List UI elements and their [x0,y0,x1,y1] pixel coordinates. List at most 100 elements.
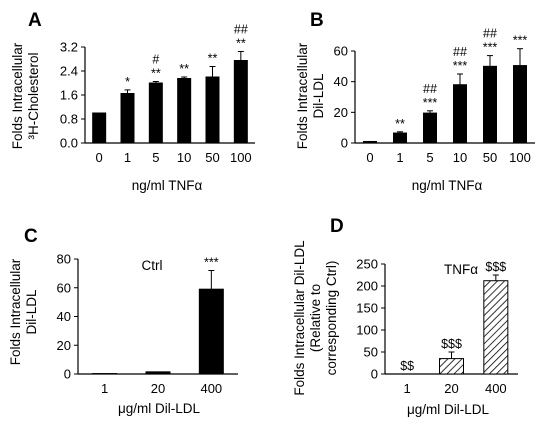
significance-label: ** [236,37,246,51]
y-tick-label: 80 [57,252,71,267]
x-tick-label: 400 [485,381,507,396]
bar [198,288,224,375]
significance-label: *** [423,96,438,110]
y-tick-label: 0 [371,367,378,382]
y-tick-label: 0.8 [60,112,78,127]
panel-label: D [330,216,344,237]
panel-d: D Folds Intracellular Dil-LDL (Relative … [292,216,518,417]
y-tick-label: 50 [364,345,378,360]
significance-label: $$$ [485,260,506,274]
x-axis-title: ng/ml TNFα [132,178,203,193]
bar [233,60,248,144]
x-tick-label: 1 [404,381,411,396]
y-tick-label: 40 [57,309,71,324]
y-tick-label: 0 [64,367,71,382]
bar [92,112,107,144]
y-axis-title-line-3: corresponding Ctrl) [324,261,339,376]
panel-label: B [310,10,324,31]
bars: $$$$$$$$ [400,260,509,375]
significance-label: $$$ [441,337,462,351]
x-tick-label: 100 [509,150,531,165]
y-axis-title-line-2: ³H-Cholesterol [26,52,41,139]
y-tick-label: 100 [356,323,378,338]
significance-label: *** [204,256,219,270]
y-tick-label: 40 [334,74,348,89]
y-tick-label: 250 [356,257,378,272]
significance-label: ** [395,117,405,131]
y-axis-title-line-1: Folds Intracellular Dil-LDL [292,240,307,396]
significance-label: ** [179,62,189,76]
x-tick-label: 100 [230,150,252,165]
panel-label: A [28,10,42,31]
x-tick-label: 0 [366,150,373,165]
panel-label: C [24,226,38,247]
x-tick-label: 50 [205,150,219,165]
bar [513,65,527,144]
axes: 0 50 100 150 200 250 1 20 400 [356,257,518,396]
y-axis-title-line-1: Folds Intracellular [8,258,23,365]
y-tick-label: 20 [57,338,71,353]
x-axis-title: μg/ml Dil-LDL [118,401,201,416]
axes: 0 20 40 60 0 1 5 10 50 100 [334,44,535,165]
significance-label-secondary: ## [423,82,437,96]
panel-b: B Folds Intracellular Dil-LDL 0 20 40 60 0 1 5… [295,10,535,193]
bars: *** [92,256,224,375]
bar [145,371,171,375]
bar [423,112,437,144]
significance-label: ** [151,67,161,81]
axes: 0.0 0.8 1.6 2.4 3.2 0 1 5 10 50 100 [60,40,255,165]
y-axis-title-line-2: Dil-LDL [311,73,326,119]
bar [483,280,509,375]
y-tick-label: 0.0 [60,136,78,151]
x-tick-label: 1 [101,381,108,396]
y-tick-label: 1.6 [60,88,78,103]
x-tick-label: 400 [200,381,222,396]
x-tick-label: 5 [152,150,159,165]
y-axis-title-line-2: (Relative to [308,284,323,352]
bar [363,140,377,144]
y-axis-title-line-1: Folds Intracellular [295,42,310,149]
significance-label: *** [513,34,528,48]
significance-label-secondary: # [152,53,159,67]
significance-label: $$ [400,359,414,373]
bar [453,84,467,144]
x-tick-label: 10 [177,150,191,165]
bar [120,93,135,144]
annotation-tnfa: TNFα [444,262,478,277]
y-tick-label: 3.2 [60,40,78,55]
bars: *****##***## ***##*** [363,27,528,144]
significance-label: *** [453,59,468,73]
y-tick-label: 60 [334,44,348,59]
y-tick-label: 0 [341,136,348,151]
x-tick-label: 0 [96,150,103,165]
significance-label: *** [483,41,498,55]
x-tick-label: 20 [151,381,165,396]
x-tick-label: 20 [444,381,458,396]
y-tick-label: 60 [57,280,71,295]
significance-label-secondary: ## [234,23,248,37]
bar [205,76,220,144]
panel-a: A Folds Intracellular ³H-Cholesterol 0.0… [10,10,255,193]
x-axis-title: μg/ml Dil-LDL [407,402,490,417]
significance-label: * [125,75,130,89]
x-tick-label: 1 [396,150,403,165]
annotation-ctrl: Ctrl [142,258,163,273]
y-axis-title-line-1: Folds Intracellular [10,42,25,149]
significance-label-secondary: ## [453,45,467,59]
y-tick-label: 20 [334,105,348,120]
bar [483,65,497,144]
significance-label: ** [208,52,218,66]
y-tick-label: 2.4 [60,64,78,79]
x-tick-label: 50 [483,150,497,165]
x-tick-label: 5 [426,150,433,165]
x-axis-title: ng/ml TNFα [412,178,483,193]
bar [393,132,407,144]
significance-label-secondary: ## [483,27,497,41]
x-tick-label: 10 [453,150,467,165]
bar [148,82,163,144]
bar [439,358,464,375]
bars: ***#******## [92,23,248,144]
y-tick-label: 200 [356,279,378,294]
bar [177,78,192,144]
